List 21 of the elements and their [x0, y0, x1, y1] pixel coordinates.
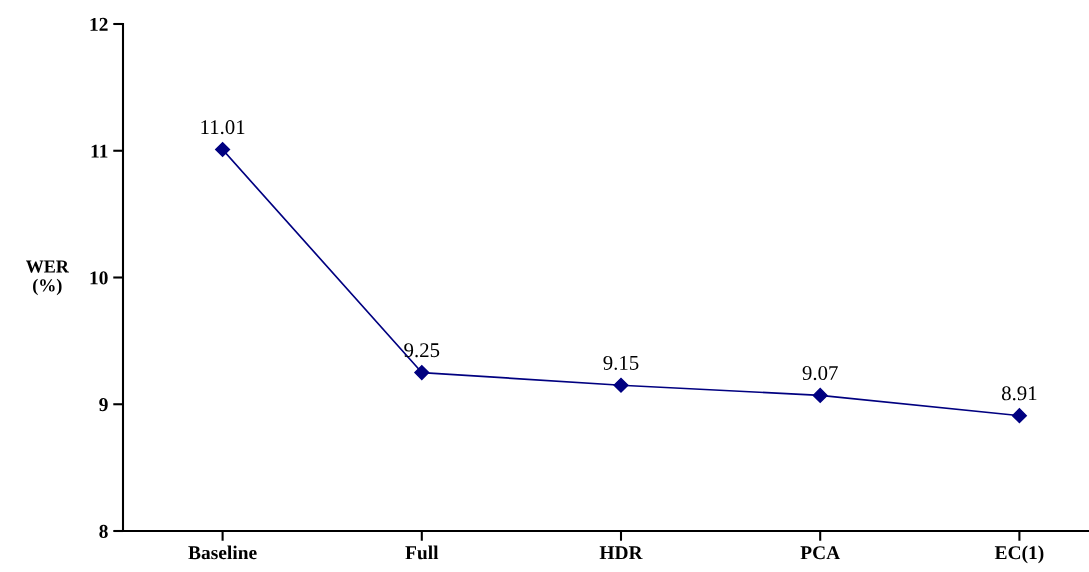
x-tick-label: Baseline	[188, 545, 257, 560]
y-tick-label: 10	[90, 271, 108, 285]
data-label: 8.91	[1001, 386, 1037, 401]
data-label: 11.01	[201, 120, 245, 135]
x-tick-label: PCA	[800, 546, 841, 560]
x-tick-label: HDR	[599, 546, 643, 560]
x-tick-label: Full	[405, 545, 439, 560]
point	[1011, 408, 1027, 424]
data-label: 9.07	[802, 365, 838, 381]
x-tick-label: EC(1)	[994, 545, 1044, 564]
point	[414, 364, 430, 381]
y-tick-label: 11	[91, 144, 108, 158]
y-tick-label: 8	[99, 524, 108, 538]
y-tick-label: 12	[90, 17, 108, 31]
data-label: 9.25	[404, 343, 440, 358]
y-tick-label: 9	[99, 398, 108, 412]
point	[812, 387, 828, 403]
point	[215, 141, 231, 158]
point	[613, 377, 629, 393]
data-label: 9.15	[603, 355, 639, 370]
y-axis-title: WER (%)	[25, 260, 70, 296]
